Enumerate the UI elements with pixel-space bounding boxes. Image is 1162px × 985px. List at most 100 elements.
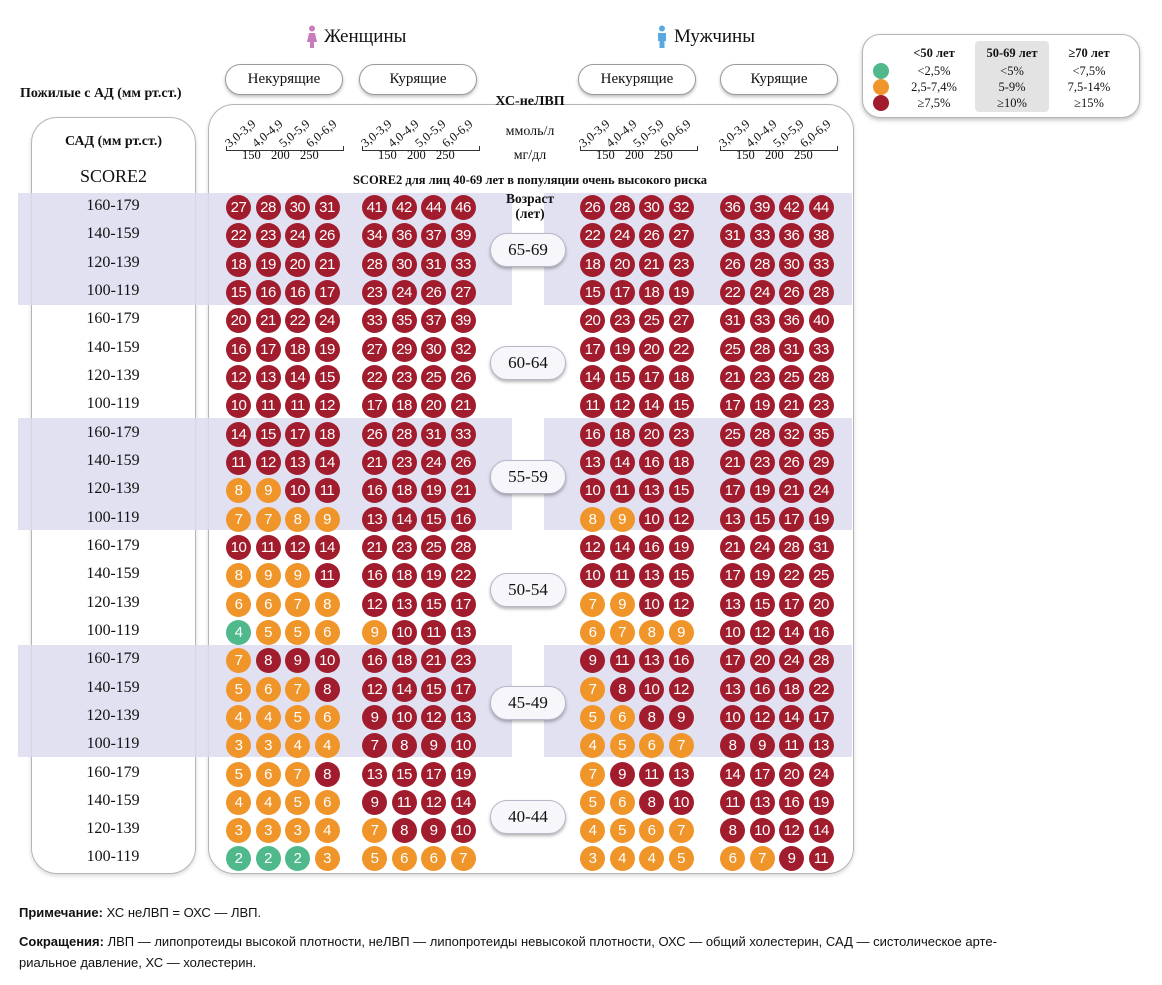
women-nonsmoking-pill: Некурящие: [225, 64, 343, 95]
sbp-label: 120-139: [86, 366, 140, 384]
legend-r3c3: ≥15%: [1074, 96, 1104, 110]
risk-cell: 15: [749, 506, 775, 532]
chol-mg-label: 150: [242, 148, 261, 162]
risk-cell: 24: [779, 648, 804, 674]
risk-cell: 17: [720, 648, 745, 674]
sbp-label: 160-179: [86, 310, 140, 328]
risk-cell: 28: [749, 251, 775, 277]
risk-cell: 3: [580, 846, 605, 872]
chol-mg-label: 200: [625, 148, 644, 162]
risk-cell: 14: [609, 534, 635, 560]
risk-cell: 4: [255, 704, 281, 730]
sad-header: САД (мм рт.ст.): [64, 134, 162, 149]
risk-cell: 18: [639, 279, 664, 305]
risk-cell: 28: [255, 195, 281, 220]
risk-cell: 7: [362, 818, 387, 844]
risk-cell: 26: [779, 279, 804, 305]
risk-cell: 11: [609, 478, 635, 504]
risk-cell: 26: [314, 223, 340, 249]
risk-cell: 10: [720, 619, 745, 645]
risk-cell: 25: [421, 534, 446, 560]
risk-cell: 31: [720, 308, 745, 334]
risk-cell: 8: [639, 789, 664, 815]
note-label: Примечание:: [19, 905, 103, 920]
risk-cell: 6: [421, 846, 446, 872]
risk-cell: 18: [580, 251, 605, 277]
risk-cell: 16: [362, 563, 387, 589]
sbp-label: 120-139: [86, 480, 140, 498]
risk-cell: 18: [391, 648, 417, 674]
risk-cell: 13: [580, 449, 605, 475]
risk-cell: 20: [639, 336, 664, 362]
risk-cell: 5: [580, 789, 605, 815]
risk-cell: 10: [391, 704, 417, 730]
risk-cell: 7: [226, 506, 251, 532]
risk-cell: 26: [450, 449, 476, 475]
risk-cell: 37: [421, 223, 446, 249]
risk-cell: 22: [362, 364, 387, 390]
abbr-text: ЛВП — липопротеиды высокой плотности, не…: [103, 934, 997, 949]
risk-cell: 6: [639, 818, 664, 844]
risk-cell: 19: [808, 789, 834, 815]
legend-red-dot: [873, 95, 889, 111]
risk-cell: 21: [779, 478, 804, 504]
risk-cell: 13: [720, 506, 745, 532]
risk-cell: 13: [285, 449, 310, 475]
risk-cell: 21: [720, 364, 745, 390]
risk-cell: 24: [314, 308, 340, 334]
legend-h3: ≥70 лет: [1068, 46, 1110, 60]
risk-cell: 20: [421, 393, 446, 419]
risk-cell: 32: [450, 336, 476, 362]
risk-cell: 5: [609, 818, 635, 844]
sbp-label: 120-139: [86, 253, 140, 271]
legend-r3c2: ≥10%: [997, 96, 1027, 110]
risk-cell: 17: [720, 478, 745, 504]
chol-mg-label: 150: [378, 148, 397, 162]
age-header: Возраст (лет): [505, 191, 555, 221]
risk-cell: 12: [226, 364, 251, 390]
risk-cell: 24: [391, 279, 417, 305]
chol-mg-label: 200: [765, 148, 784, 162]
risk-cell: 14: [226, 421, 251, 447]
sbp-label: 100-119: [86, 848, 140, 866]
risk-cell: 11: [255, 393, 281, 419]
risk-cell: 19: [450, 761, 476, 787]
risk-cell: 14: [314, 449, 340, 475]
risk-cell: 44: [808, 195, 834, 220]
risk-cell: 4: [226, 704, 251, 730]
risk-cell: 10: [639, 676, 664, 702]
risk-cell: 6: [639, 733, 664, 759]
risk-cell: 39: [450, 308, 476, 334]
legend-col-1: <50 лет <2,5% 2,5-7,4% ≥7,5%: [895, 45, 973, 111]
risk-cell: 17: [450, 591, 476, 617]
women-smoking-pill: Курящие: [359, 64, 477, 95]
risk-cell: 7: [285, 676, 310, 702]
risk-cell: 33: [808, 336, 834, 362]
risk-cell: 9: [421, 818, 446, 844]
risk-cell: 28: [391, 421, 417, 447]
chol-mg-label: 200: [271, 148, 290, 162]
risk-cell: 2: [226, 846, 251, 872]
risk-cell: 20: [808, 591, 834, 617]
risk-cell: 8: [226, 478, 251, 504]
risk-cell: 5: [226, 761, 251, 787]
risk-cell: 26: [720, 251, 745, 277]
risk-cell: 25: [720, 421, 745, 447]
risk-cell: 33: [749, 308, 775, 334]
risk-cell: 3: [285, 818, 310, 844]
risk-cell: 27: [226, 195, 251, 220]
risk-cell: 15: [749, 591, 775, 617]
risk-cell: 3: [226, 818, 251, 844]
risk-cell: 19: [749, 478, 775, 504]
risk-cell: 9: [255, 478, 281, 504]
risk-cell: 15: [391, 761, 417, 787]
risk-cell: 30: [779, 251, 804, 277]
risk-cell: 17: [609, 279, 635, 305]
risk-cell: 21: [362, 449, 387, 475]
chol-mg-label: 250: [794, 148, 813, 162]
risk-cell: 11: [639, 761, 664, 787]
risk-cell: 12: [749, 619, 775, 645]
risk-cell: 4: [314, 733, 340, 759]
risk-cell: 33: [749, 223, 775, 249]
legend-orange-dot: [873, 79, 889, 95]
